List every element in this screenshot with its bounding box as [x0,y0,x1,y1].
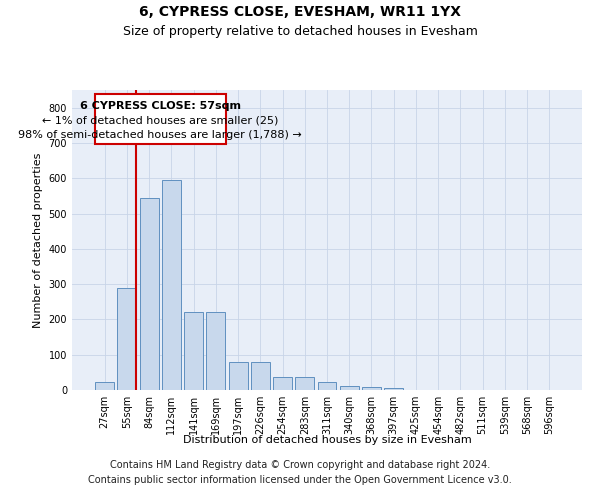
Bar [229,362,248,390]
Bar [295,376,314,390]
FancyBboxPatch shape [95,94,226,144]
Bar [317,382,337,390]
Bar [273,376,292,390]
Text: Contains HM Land Registry data © Crown copyright and database right 2024.
Contai: Contains HM Land Registry data © Crown c… [88,460,512,485]
Bar [206,312,225,390]
Text: 98% of semi-detached houses are larger (1,788) →: 98% of semi-detached houses are larger (… [19,130,302,140]
Bar [384,388,403,390]
Bar [140,198,158,390]
Bar [340,386,359,390]
Bar [362,387,381,390]
Bar [184,312,203,390]
Bar [251,362,270,390]
Y-axis label: Number of detached properties: Number of detached properties [33,152,43,328]
Bar [162,180,181,390]
Text: 6, CYPRESS CLOSE, EVESHAM, WR11 1YX: 6, CYPRESS CLOSE, EVESHAM, WR11 1YX [139,5,461,19]
Text: ← 1% of detached houses are smaller (25): ← 1% of detached houses are smaller (25) [42,116,278,126]
Bar [95,382,114,390]
Bar [118,288,136,390]
Text: Distribution of detached houses by size in Evesham: Distribution of detached houses by size … [182,435,472,445]
Text: 6 CYPRESS CLOSE: 57sqm: 6 CYPRESS CLOSE: 57sqm [80,102,241,112]
Text: Size of property relative to detached houses in Evesham: Size of property relative to detached ho… [122,25,478,38]
